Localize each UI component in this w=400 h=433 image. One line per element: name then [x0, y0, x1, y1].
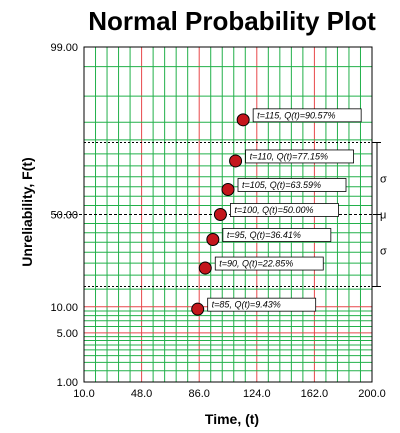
- y-tick-label: 10.00: [50, 302, 78, 314]
- point-label: t=115, Q(t)=90.57%: [257, 110, 335, 120]
- y-tick-label: 99.00: [50, 42, 78, 54]
- plot-frame: [83, 46, 373, 383]
- data-point: [221, 182, 235, 196]
- tick-labels: 10.0 48.0 86.0 124.0 162.0 200.0 99.00 50.00 10.…: [50, 42, 385, 400]
- point-label-box: [214, 256, 324, 271]
- data-point: [213, 208, 227, 221]
- point-label: t=90, Q(t)=22.85%: [219, 259, 293, 269]
- data-point: [198, 261, 212, 275]
- y-tick-label: 50.00: [50, 210, 78, 222]
- point-label: t=105, Q(t)=63.59%: [242, 180, 321, 190]
- x-tick-label: 48.0: [131, 388, 152, 400]
- x-tick-label: 10.0: [73, 388, 94, 400]
- x-tick-label: 200.0: [358, 388, 386, 400]
- x-tick-label: 124.0: [243, 388, 271, 400]
- data-point: [206, 233, 220, 247]
- data-points: t=85, Q(t)=9.43% t=90, Q(t)=22.85% t=95, Q…: [191, 108, 362, 316]
- y-tick-label: 1.00: [57, 377, 78, 389]
- data-point: [236, 113, 250, 127]
- chart-title: Normal Probability Plot: [88, 6, 376, 36]
- point-label-box: [252, 108, 362, 123]
- point-label-box: [207, 297, 317, 312]
- sigma-label-upper: σ: [380, 173, 387, 185]
- sigma-bracket: σ μ σ: [373, 141, 387, 288]
- x-axis-label: Time, (t): [205, 411, 259, 427]
- point-label-box: [230, 203, 339, 217]
- data-point: [229, 154, 243, 168]
- point-label-box: [245, 149, 354, 164]
- point-label-box: [237, 178, 347, 192]
- mu-label: μ: [380, 210, 386, 222]
- plot-border: [83, 46, 373, 383]
- point-label: t=85, Q(t)=9.43%: [212, 300, 281, 310]
- x-tick-label: 86.0: [188, 388, 209, 400]
- point-label: t=95, Q(t)=36.41%: [227, 230, 301, 240]
- point-label: t=110, Q(t)=77.15%: [250, 151, 328, 161]
- sigma-label-lower: σ: [380, 246, 387, 258]
- y-tick-label: 5.00: [57, 328, 78, 340]
- point-label-box: [222, 228, 332, 242]
- y-axis-label: Unreliability, F(t): [19, 157, 35, 266]
- x-tick-label: 162.0: [301, 388, 329, 400]
- point-label: t=100, Q(t)=50.00%: [234, 205, 313, 215]
- data-point: [191, 302, 205, 316]
